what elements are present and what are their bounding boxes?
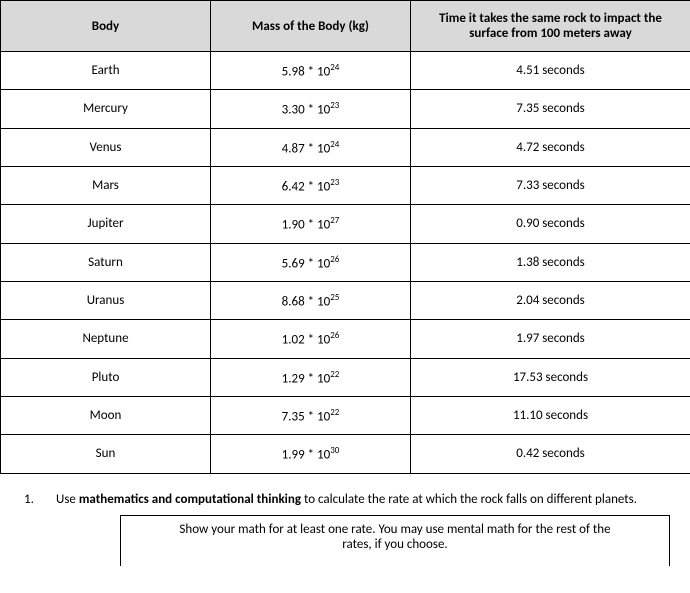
question-text-bold: mathematics and computational thinking [79, 492, 301, 507]
table-row: Pluto1.29 * 102217.53 seconds [1, 358, 690, 396]
cell-mass: 7.35 * 1022 [211, 396, 411, 434]
mass-coeff: 1.99 [282, 448, 305, 463]
cell-mass: 3.30 * 1023 [211, 90, 411, 128]
mass-exponent: 24 [330, 139, 339, 150]
mass-times-ten: * 10 [305, 218, 331, 233]
mass-coeff: 6.42 [282, 179, 305, 194]
mass-exponent: 30 [330, 445, 339, 456]
table-row: Sun1.99 * 10300.42 seconds [1, 435, 690, 473]
table-header-row: Body Mass of the Body (kg) Time it takes… [1, 1, 690, 52]
cell-time: 2.04 seconds [411, 281, 690, 319]
cell-body: Sun [1, 435, 211, 473]
mass-times-ten: * 10 [305, 179, 331, 194]
mass-times-ten: * 10 [305, 64, 331, 79]
cell-mass: 1.90 * 1027 [211, 205, 411, 243]
cell-body: Mars [1, 166, 211, 204]
cell-mass: 1.99 * 1030 [211, 435, 411, 473]
table-row: Uranus8.68 * 10252.04 seconds [1, 281, 690, 319]
cell-body: Venus [1, 128, 211, 166]
mass-exponent: 26 [330, 330, 339, 341]
mass-coeff: 7.35 [282, 409, 305, 424]
cell-body: Pluto [1, 358, 211, 396]
answer-box-line2: rates, if you choose. [342, 537, 447, 552]
mass-coeff: 4.87 [282, 141, 305, 156]
cell-mass: 5.69 * 1026 [211, 243, 411, 281]
question-text: Use mathematics and computational thinki… [56, 492, 666, 507]
mass-exponent: 25 [330, 292, 339, 303]
cell-time: 7.35 seconds [411, 90, 690, 128]
mass-times-ten: * 10 [305, 256, 331, 271]
header-mass: Mass of the Body (kg) [211, 1, 411, 52]
cell-body: Moon [1, 396, 211, 434]
mass-coeff: 1.90 [282, 218, 305, 233]
table-row: Neptune1.02 * 10261.97 seconds [1, 320, 690, 358]
header-time: Time it takes the same rock to impact th… [411, 1, 690, 52]
table-row: Saturn5.69 * 10261.38 seconds [1, 243, 690, 281]
mass-coeff: 5.69 [282, 256, 305, 271]
cell-time: 17.53 seconds [411, 358, 690, 396]
mass-exponent: 22 [330, 369, 339, 380]
cell-time: 7.33 seconds [411, 166, 690, 204]
mass-coeff: 3.30 [282, 103, 305, 118]
table-row: Mercury3.30 * 10237.35 seconds [1, 90, 690, 128]
cell-body: Mercury [1, 90, 211, 128]
mass-times-ten: * 10 [305, 371, 331, 386]
mass-exponent: 27 [330, 215, 339, 226]
cell-time: 4.51 seconds [411, 52, 690, 90]
table-body: Earth5.98 * 10244.51 secondsMercury3.30 … [1, 52, 690, 474]
mass-coeff: 8.68 [282, 294, 305, 309]
cell-mass: 5.98 * 1024 [211, 52, 411, 90]
mass-coeff: 1.02 [282, 333, 305, 348]
question-text-post: to calculate the rate at which the rock … [301, 492, 637, 507]
question-1: 1. Use mathematics and computational thi… [24, 492, 666, 507]
table-row: Jupiter1.90 * 10270.90 seconds [1, 205, 690, 243]
mass-exponent: 26 [330, 254, 339, 265]
table-row: Moon7.35 * 102211.10 seconds [1, 396, 690, 434]
table-row: Mars6.42 * 10237.33 seconds [1, 166, 690, 204]
mass-times-ten: * 10 [305, 448, 331, 463]
cell-mass: 6.42 * 1023 [211, 166, 411, 204]
cell-time: 4.72 seconds [411, 128, 690, 166]
mass-times-ten: * 10 [305, 103, 331, 118]
cell-body: Earth [1, 52, 211, 90]
cell-time: 0.90 seconds [411, 205, 690, 243]
header-body: Body [1, 1, 211, 52]
cell-time: 1.97 seconds [411, 320, 690, 358]
cell-body: Uranus [1, 281, 211, 319]
mass-exponent: 23 [330, 100, 339, 111]
mass-exponent: 23 [330, 177, 339, 188]
mass-times-ten: * 10 [305, 294, 331, 309]
cell-mass: 1.29 * 1022 [211, 358, 411, 396]
table-row: Earth5.98 * 10244.51 seconds [1, 52, 690, 90]
mass-times-ten: * 10 [305, 409, 331, 424]
answer-box: Show your math for at least one rate. Yo… [120, 515, 670, 566]
cell-body: Neptune [1, 320, 211, 358]
mass-exponent: 22 [330, 407, 339, 418]
cell-mass: 1.02 * 1026 [211, 320, 411, 358]
mass-coeff: 5.98 [282, 64, 305, 79]
cell-mass: 4.87 * 1024 [211, 128, 411, 166]
cell-mass: 8.68 * 1025 [211, 281, 411, 319]
question-number: 1. [24, 492, 42, 507]
mass-exponent: 24 [330, 62, 339, 73]
cell-time: 0.42 seconds [411, 435, 690, 473]
cell-body: Saturn [1, 243, 211, 281]
mass-coeff: 1.29 [282, 371, 305, 386]
mass-times-ten: * 10 [305, 141, 331, 156]
planet-table: Body Mass of the Body (kg) Time it takes… [0, 0, 690, 474]
question-text-pre: Use [56, 492, 79, 507]
cell-time: 11.10 seconds [411, 396, 690, 434]
cell-body: Jupiter [1, 205, 211, 243]
answer-box-line1: Show your math for at least one rate. Yo… [179, 522, 610, 537]
table-row: Venus4.87 * 10244.72 seconds [1, 128, 690, 166]
question-section: 1. Use mathematics and computational thi… [0, 474, 690, 566]
cell-time: 1.38 seconds [411, 243, 690, 281]
mass-times-ten: * 10 [305, 333, 331, 348]
